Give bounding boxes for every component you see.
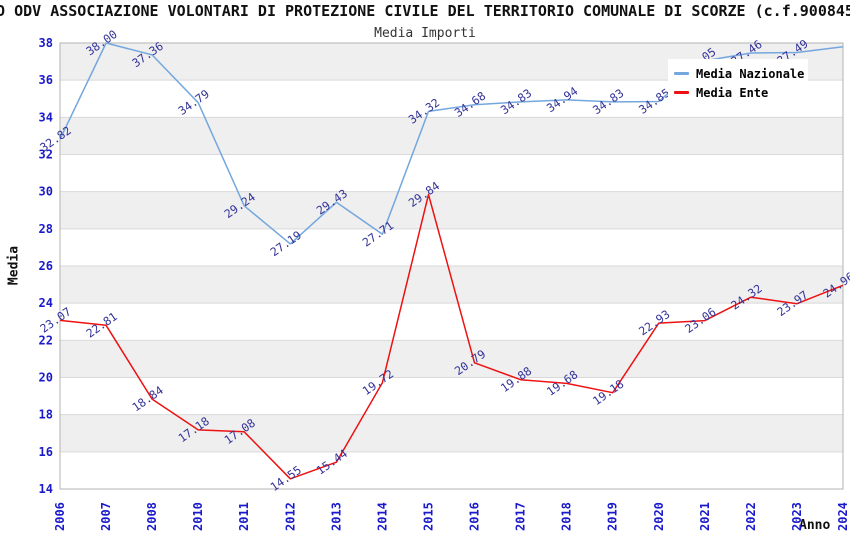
- y-tick-label: 28: [39, 222, 53, 236]
- plot-band: [60, 340, 843, 378]
- x-tick-label: 2012: [283, 502, 297, 531]
- series-line-media-ente: [59, 193, 844, 480]
- x-axis-title: Anno: [799, 518, 831, 533]
- x-tick-label: 2007: [99, 502, 113, 531]
- x-tick-label: 2017: [514, 502, 528, 531]
- x-tick-label: 2010: [191, 502, 205, 531]
- x-tick-label: 2022: [744, 502, 758, 531]
- point-label: 19.18: [590, 377, 626, 408]
- x-tick-label: 2014: [375, 502, 389, 531]
- point-label: 34.79: [176, 87, 212, 118]
- plot-band: [60, 191, 843, 229]
- x-tick-label: 2016: [468, 502, 482, 531]
- x-tick-label: 2015: [421, 502, 435, 531]
- legend-label-media-ente: Media Ente: [696, 85, 769, 100]
- point-label: 23.06: [682, 305, 718, 336]
- x-tick-label: 2023: [790, 502, 804, 531]
- y-tick-label: 38: [39, 36, 53, 50]
- point-label: 34.94: [544, 84, 580, 115]
- y-tick-label: 34: [39, 110, 53, 124]
- x-tick-label: 2011: [237, 502, 251, 531]
- plot-band: [60, 414, 843, 452]
- y-tick-label: 22: [39, 333, 53, 347]
- plot-border: [59, 42, 844, 490]
- x-tick-label: 2008: [145, 502, 159, 531]
- x-tick-label: 2024: [836, 502, 850, 531]
- point-label: 22.81: [83, 309, 119, 340]
- x-tick-label: 2019: [606, 502, 620, 531]
- y-tick-label: 14: [39, 482, 53, 496]
- chart-subtitle: Media Importi: [374, 26, 476, 41]
- y-tick-label: 30: [39, 185, 53, 199]
- y-tick-label: 18: [39, 408, 53, 422]
- legend: Media Nazionale Media Ente: [668, 59, 808, 107]
- point-label: 27.19: [268, 228, 304, 259]
- y-tick-label: 26: [39, 259, 53, 273]
- plot-band: [60, 117, 843, 155]
- point-label: 18.84: [129, 383, 165, 414]
- x-tick-label: 2021: [698, 502, 712, 531]
- legend-swatch-media-nazionale-icon: [674, 72, 689, 75]
- x-tick-label: 2013: [329, 502, 343, 531]
- y-tick-label: 20: [39, 371, 53, 385]
- legend-item-media-ente: Media Ente: [674, 83, 802, 102]
- legend-label-media-nazionale: Media Nazionale: [696, 66, 805, 81]
- x-tick-label: 2018: [560, 502, 574, 531]
- x-tick-label: 2020: [652, 502, 666, 531]
- y-tick-label: 32: [39, 148, 53, 162]
- y-tick-label: 16: [39, 445, 53, 459]
- legend-item-media-nazionale: Media Nazionale: [674, 64, 805, 83]
- chart-title: O ODV ASSOCIAZIONE VOLONTARI DI PROTEZIO…: [0, 2, 850, 20]
- plot-band: [60, 266, 843, 304]
- legend-swatch-media-ente-icon: [674, 91, 689, 94]
- y-tick-label: 24: [39, 296, 53, 310]
- y-tick-label: 36: [39, 73, 53, 87]
- x-tick-label: 2006: [53, 502, 67, 531]
